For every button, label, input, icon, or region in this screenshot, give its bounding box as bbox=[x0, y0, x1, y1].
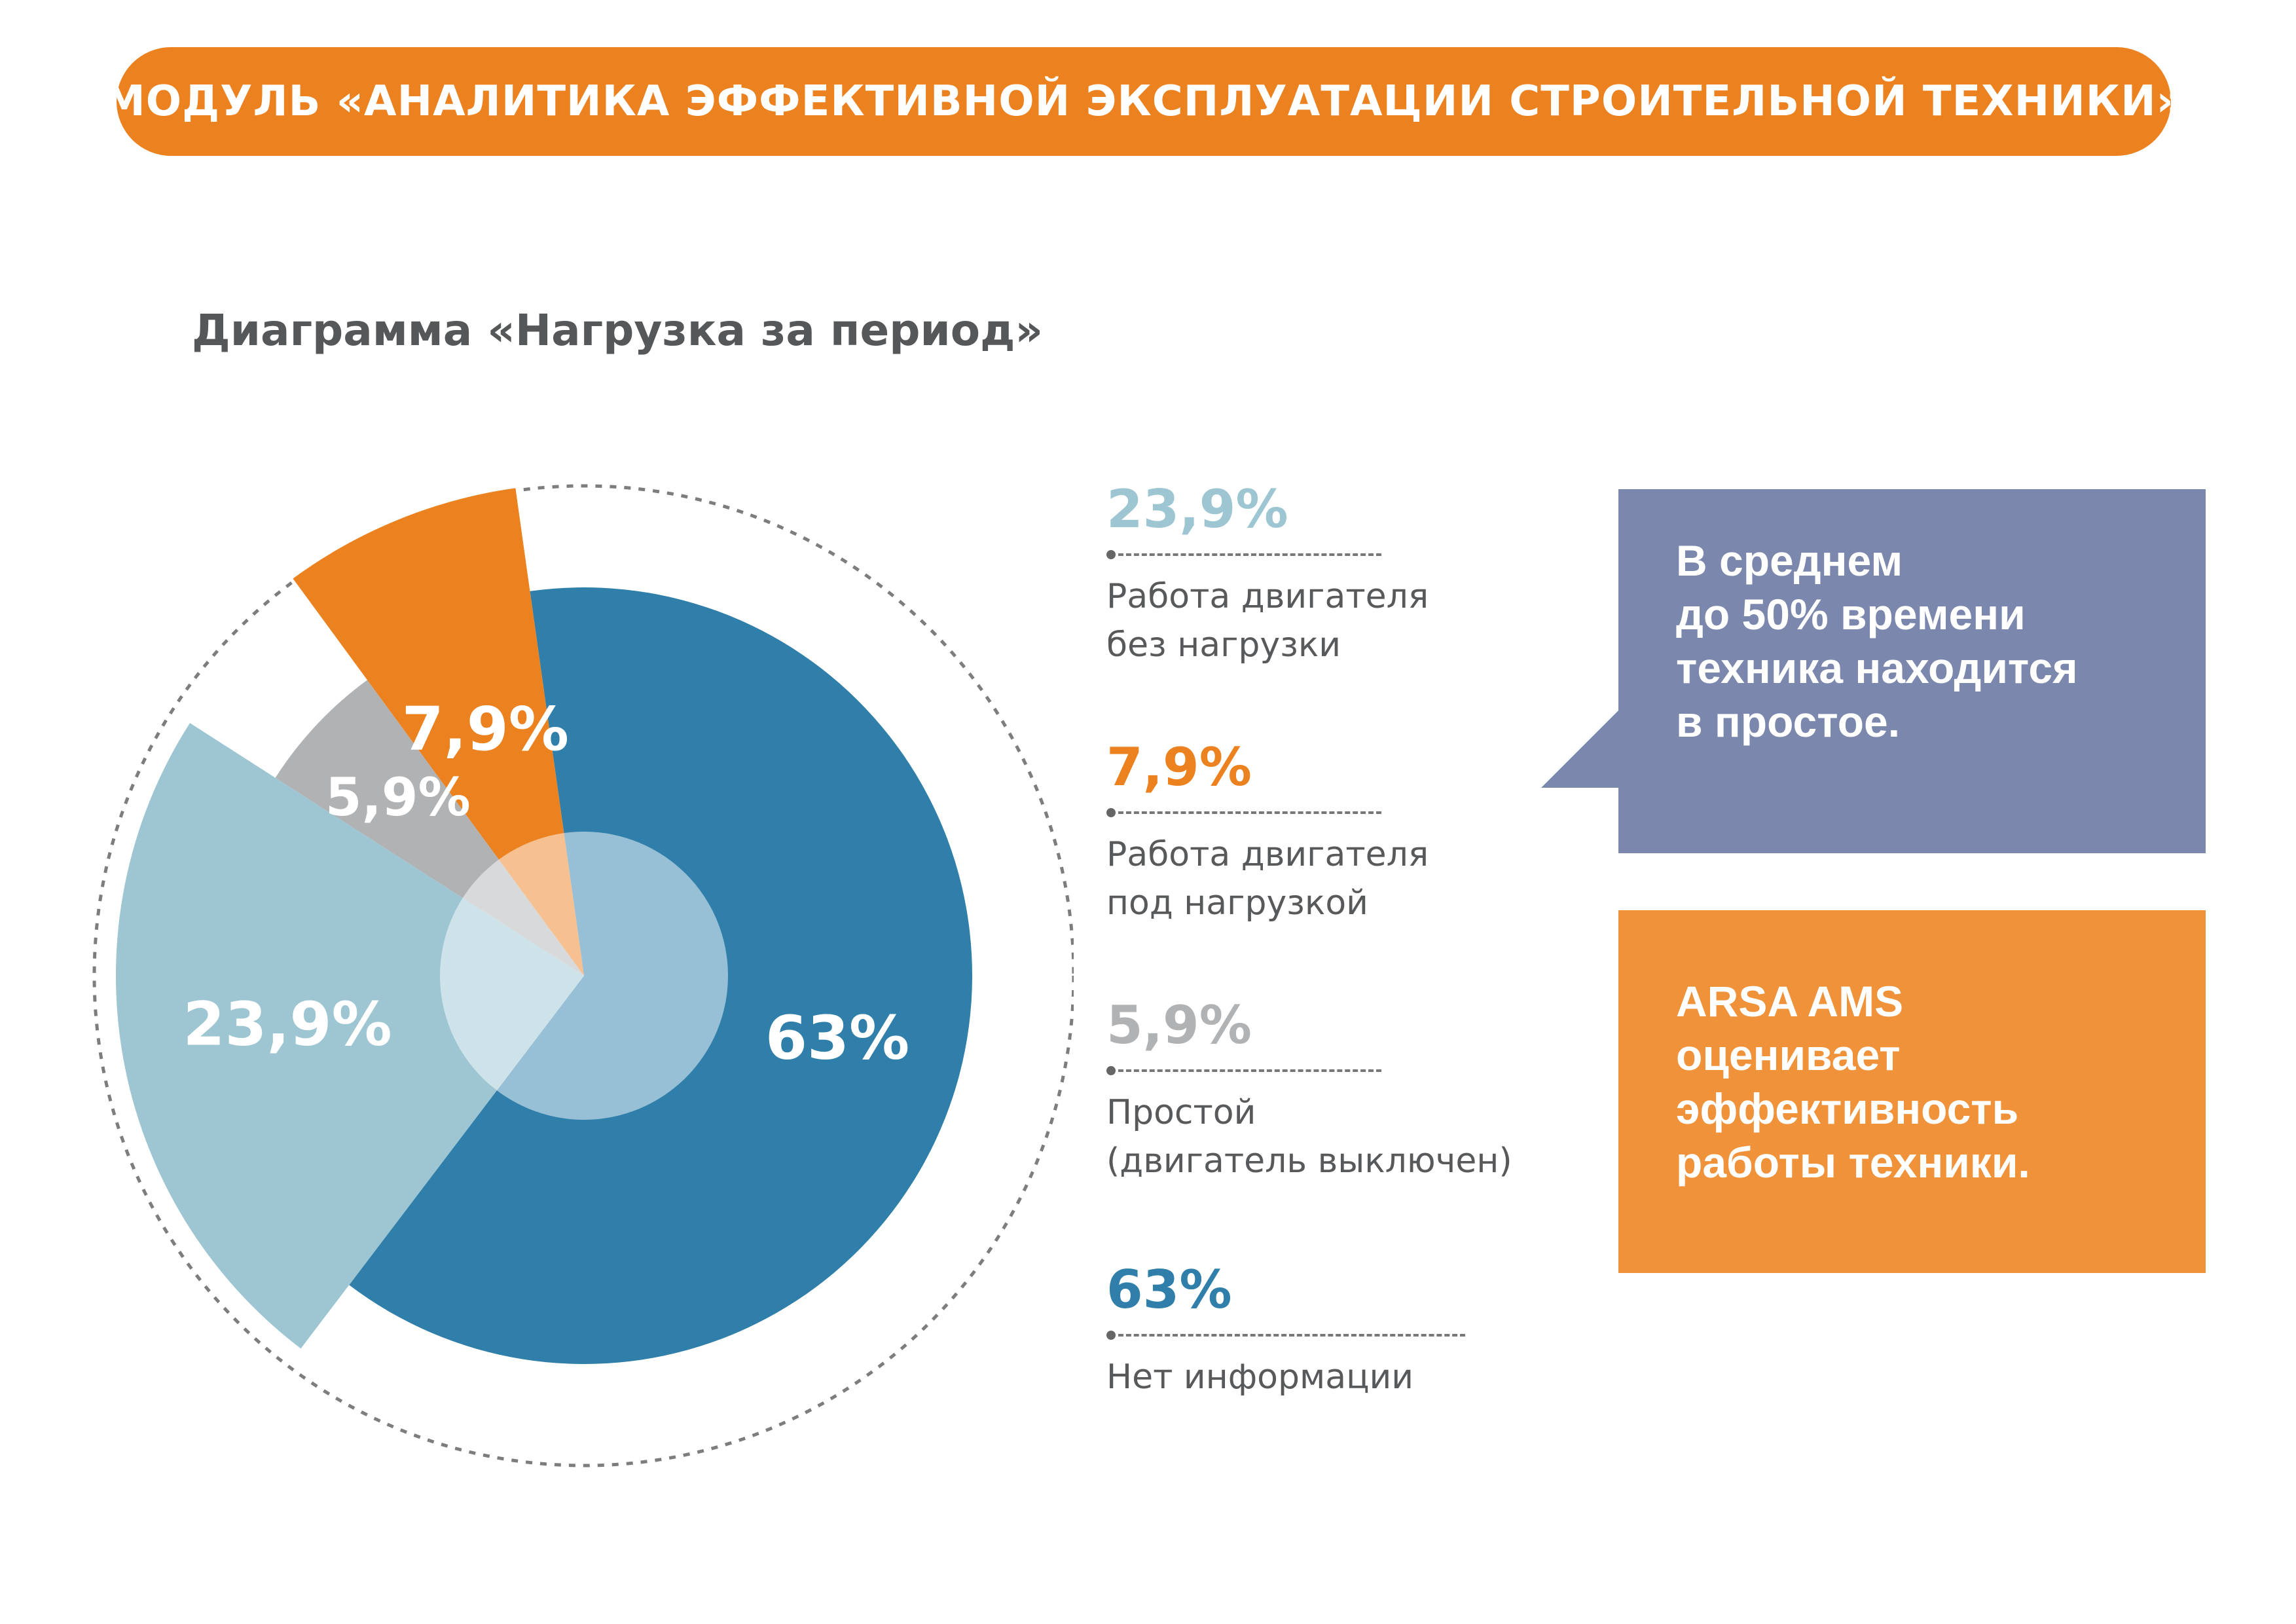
legend-item-loaded-engine: 7,9% Работа двигателя под нагрузкой bbox=[1106, 741, 1429, 927]
header-banner: МОДУЛЬ «АНАЛИТИКА ЭФФЕКТИВНОЙ ЭКСПЛУАТАЦ… bbox=[103, 47, 2183, 156]
pie-chart: 63% 23,9% 5,9%7,9% bbox=[92, 484, 1074, 1467]
legend-label: Работа двигателя без нагрузки bbox=[1106, 577, 1429, 665]
legend-item-no-info: 63% Нет информации bbox=[1106, 1259, 1465, 1401]
callout-pointer bbox=[1541, 710, 1618, 788]
slice-label: 63% bbox=[765, 1003, 909, 1073]
slice-label: 5,9% bbox=[325, 767, 471, 828]
pie-center-hub bbox=[440, 832, 728, 1120]
legend-label: Простой (двигатель выключен) bbox=[1106, 1093, 1512, 1181]
callout-box: В среднем до 50% времени техника находит… bbox=[1541, 489, 2206, 853]
legend-value: 5,9% bbox=[1106, 995, 1252, 1056]
outer-dashed-ring bbox=[92, 484, 1074, 1467]
brand-box: ARSA AMS оценивает эффективность работы … bbox=[1618, 910, 2206, 1273]
legend-label: Нет информации bbox=[1106, 1357, 1414, 1397]
legend-divider bbox=[1106, 1066, 1512, 1075]
legend-item-downtime: 5,9% Простой (двигатель выключен) bbox=[1106, 999, 1512, 1185]
callout-text: В среднем до 50% времени техника находит… bbox=[1676, 536, 2078, 746]
brand-text: ARSA AMS оценивает эффективность работы … bbox=[1676, 977, 2030, 1187]
legend-divider bbox=[1106, 550, 1429, 559]
legend-value: 7,9% bbox=[1106, 737, 1252, 798]
legend-divider bbox=[1106, 808, 1429, 817]
legend-value: 23,9% bbox=[1106, 479, 1288, 540]
legend-label: Работа двигателя под нагрузкой bbox=[1106, 835, 1429, 923]
slice-label: 7,9% bbox=[402, 694, 569, 764]
legend-item-idle-engine: 23,9% Работа двигателя без нагрузки bbox=[1106, 483, 1429, 669]
header-title: МОДУЛЬ «АНАЛИТИКА ЭФФЕКТИВНОЙ ЭКСПЛУАТАЦ… bbox=[103, 77, 2184, 126]
legend-value: 63% bbox=[1106, 1259, 1232, 1320]
slice-idle-engine bbox=[115, 723, 585, 1349]
slice-label: 23,9% bbox=[183, 989, 392, 1060]
chart-title: Диаграмма «Нагрузка за период» bbox=[192, 305, 1044, 356]
legend-divider bbox=[1106, 1331, 1465, 1340]
